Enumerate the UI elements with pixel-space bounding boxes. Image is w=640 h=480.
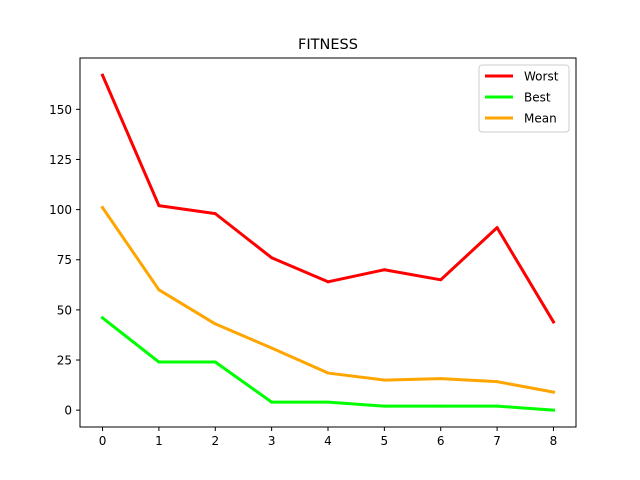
legend-label-mean: Mean: [524, 112, 557, 126]
data-point-worst: [213, 212, 217, 216]
y-tick-label: 150: [49, 103, 72, 117]
legend-box: [478, 64, 570, 133]
data-point-mean: [101, 206, 105, 210]
x-tick-label: 7: [493, 434, 501, 448]
x-tick-label: 6: [437, 434, 445, 448]
chart-title: FITNESS: [298, 37, 358, 53]
data-point-mean: [213, 322, 217, 326]
y-tick-label: 0: [64, 404, 72, 418]
y-tick-label: 100: [49, 203, 72, 217]
data-point-worst: [382, 268, 386, 272]
y-tick-label: 75: [57, 253, 72, 267]
y-tick-label: 50: [57, 303, 72, 317]
series-mean: [100, 205, 556, 394]
data-point-worst: [326, 280, 330, 284]
data-point-mean: [382, 378, 386, 382]
x-tick-label: 5: [381, 434, 389, 448]
axes: 0 1 2 3 4 5 6 7 8 0 25 50 75 100 125 150: [49, 57, 577, 448]
data-point-best: [551, 408, 555, 412]
x-tick-label: 0: [99, 434, 107, 448]
x-tick-label: 8: [550, 434, 558, 448]
data-point-worst: [551, 320, 555, 324]
data-point-worst: [101, 73, 105, 77]
legend-label-worst: Worst: [524, 70, 559, 84]
data-point-worst: [439, 278, 443, 282]
x-tick-label: 3: [268, 434, 276, 448]
series-best: [100, 315, 556, 412]
data-point-best: [495, 404, 499, 408]
data-point-best: [213, 360, 217, 364]
data-point-mean: [439, 377, 443, 381]
y-tick-label: 125: [49, 153, 72, 167]
data-point-worst: [270, 256, 274, 260]
data-point-mean: [326, 371, 330, 375]
data-point-mean: [551, 390, 555, 394]
data-point-worst: [157, 204, 161, 208]
y-tick-label: 25: [57, 354, 72, 368]
data-point-mean: [270, 346, 274, 350]
plot-area: [100, 73, 556, 412]
series-worst: [100, 73, 556, 324]
x-tick-label: 1: [155, 434, 163, 448]
x-tick-label: 4: [324, 434, 332, 448]
data-point-best: [101, 316, 105, 320]
data-point-best: [439, 404, 443, 408]
data-point-best: [157, 360, 161, 364]
data-point-best: [326, 400, 330, 404]
data-point-best: [270, 400, 274, 404]
data-point-best: [382, 404, 386, 408]
legend: Worst Best Mean: [478, 64, 570, 133]
data-point-worst: [495, 226, 499, 230]
data-point-mean: [157, 288, 161, 292]
legend-label-best: Best: [524, 91, 551, 105]
x-tick-label: 2: [211, 434, 219, 448]
data-point-mean: [495, 380, 499, 384]
